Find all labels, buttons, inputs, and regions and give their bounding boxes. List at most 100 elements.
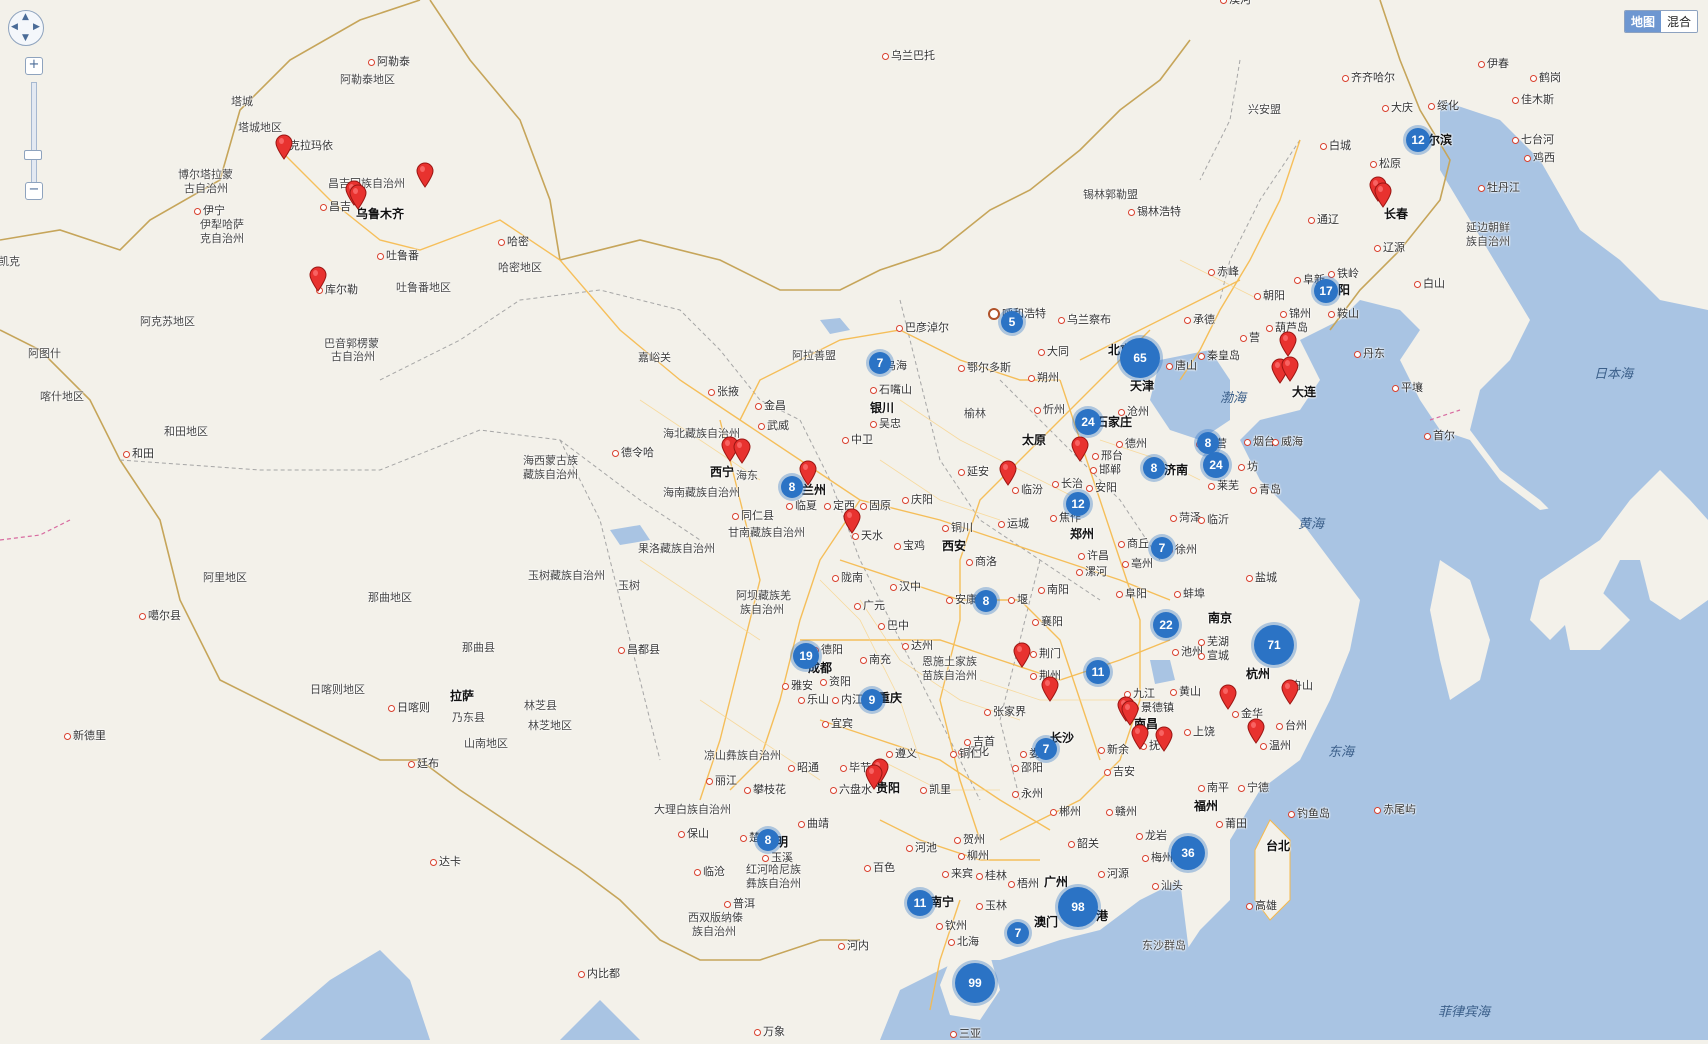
map-type-hybrid-button[interactable]: 混合 [1660, 11, 1697, 32]
location-pin-icon[interactable] [1013, 642, 1031, 668]
location-pin-icon[interactable] [1155, 726, 1173, 752]
marker-cluster[interactable]: 11 [907, 890, 933, 916]
marker-cluster[interactable]: 8 [1143, 457, 1165, 479]
label-fuxin: 阜新 [1294, 274, 1325, 285]
zoom-out-button[interactable]: − [25, 182, 43, 200]
location-pin-icon[interactable] [1374, 182, 1392, 208]
location-pin-icon[interactable] [1281, 679, 1299, 705]
location-pin-icon[interactable] [733, 438, 751, 464]
label-tongren: 铜仁 [950, 748, 981, 759]
label-naidong: 乃东县 [452, 711, 485, 724]
location-pin-icon[interactable] [1281, 356, 1299, 382]
label-yingkou: 营 [1240, 332, 1260, 343]
label-suihua: 绥化 [1428, 100, 1459, 111]
zoom-slider-thumb[interactable] [24, 150, 42, 160]
label-nanping: 南平 [1198, 782, 1229, 793]
marker-cluster[interactable]: 12 [1066, 492, 1090, 516]
label-fuzhou-jx: 抚 [1140, 740, 1160, 751]
location-pin-icon[interactable] [1071, 436, 1089, 462]
location-pin-icon[interactable] [865, 764, 883, 790]
marker-cluster[interactable]: 71 [1254, 625, 1294, 665]
location-pin-icon[interactable] [1219, 684, 1237, 710]
label-jinchang: 金昌 [755, 400, 786, 411]
pan-down-icon[interactable]: ▼ [22, 33, 29, 43]
label-yanan: 延安 [958, 466, 989, 477]
zoom-slider-track[interactable] [31, 82, 37, 184]
location-pin-icon[interactable] [1121, 700, 1139, 726]
location-pin-icon[interactable] [1247, 718, 1265, 744]
marker-cluster[interactable]: 5 [1001, 311, 1023, 333]
label-nanchong: 南充 [860, 654, 891, 665]
label-ganzhou: 赣州 [1106, 806, 1137, 817]
marker-cluster[interactable]: 65 [1120, 338, 1160, 378]
label-tianshui: 天水 [852, 530, 883, 541]
marker-cluster[interactable]: 24 [1203, 452, 1229, 478]
label-lanzhou: 兰州 [802, 483, 827, 497]
label-xuzhou: 徐州 [1166, 544, 1197, 555]
zoom-in-button[interactable]: + [25, 57, 43, 75]
location-pin-icon[interactable] [1041, 676, 1059, 702]
marker-cluster[interactable]: 7 [1151, 537, 1173, 559]
label-gaer: 噶尔县 [139, 610, 181, 621]
label-shangqiu: 商丘 [1118, 538, 1149, 549]
label-yancheng: 盐城 [1246, 572, 1277, 583]
label-shannan: 山南地区 [464, 737, 508, 750]
location-pin-icon[interactable] [1131, 724, 1149, 750]
label-dazhou: 达州 [902, 640, 933, 651]
location-pin-icon[interactable] [799, 460, 817, 486]
marker-cluster[interactable]: 12 [1406, 128, 1430, 152]
label-weifang: 坊 [1238, 461, 1258, 472]
marker-cluster[interactable]: 99 [955, 963, 995, 1003]
label-lijiang: 丽江 [706, 775, 737, 786]
label-xingtai: 邢台 [1092, 450, 1123, 461]
marker-cluster[interactable]: 22 [1153, 612, 1179, 638]
marker-cluster[interactable]: 11 [1086, 660, 1110, 684]
label-yongzhou: 永州 [1012, 788, 1043, 799]
marker-cluster[interactable]: 7 [1007, 922, 1029, 944]
location-pin-icon[interactable] [843, 508, 861, 534]
marker-cluster[interactable]: 7 [1035, 738, 1057, 760]
label-fuzhou: 福州 [1194, 799, 1219, 813]
label-chiweiyu: 赤尾屿 [1374, 804, 1416, 815]
location-pin-icon[interactable] [999, 460, 1017, 486]
pan-left-icon[interactable]: ◀ [11, 22, 18, 32]
marker-cluster[interactable]: 8 [1197, 432, 1219, 454]
location-pin-icon[interactable] [349, 184, 367, 210]
label-deyang: 德阳 [812, 644, 843, 655]
marker-cluster[interactable]: 98 [1058, 887, 1098, 927]
marker-cluster[interactable]: 8 [975, 590, 997, 612]
marker-cluster[interactable]: 24 [1075, 409, 1101, 435]
label-anyang: 安阳 [1086, 482, 1117, 493]
location-pin-icon[interactable] [416, 162, 434, 188]
label-aba: 阿坝藏族羌 [736, 589, 791, 602]
location-pin-icon[interactable] [309, 266, 327, 292]
label-xianggang: 港 [1096, 909, 1109, 923]
marker-cluster[interactable]: 7 [869, 352, 891, 374]
marker-cluster[interactable]: 8 [781, 476, 803, 498]
pan-control[interactable]: ▲ ▼ ◀ ▶ [8, 10, 44, 46]
label-cangzhou: 沧州 [1118, 406, 1149, 417]
pan-up-icon[interactable]: ▲ [22, 12, 29, 22]
label-daka: 达卡 [430, 856, 461, 867]
map-type-map-button[interactable]: 地图 [1624, 11, 1661, 32]
location-pin-icon[interactable] [275, 134, 293, 160]
location-pin-icon[interactable] [1279, 331, 1297, 357]
label-wuhu: 芜湖 [1198, 636, 1229, 647]
marker-cluster[interactable]: 8 [757, 829, 779, 851]
label-baoji: 宝鸡 [894, 540, 925, 551]
marker-cluster[interactable]: 17 [1314, 279, 1338, 303]
label-shenyang: 阳 [1338, 283, 1351, 297]
label-boertala2: 古自治州 [184, 182, 228, 195]
label-kunming: 明 [776, 835, 789, 849]
label-aba2: 族自治州 [740, 603, 784, 616]
pan-right-icon[interactable]: ▶ [33, 22, 40, 32]
label-liaoyuan: 辽源 [1374, 242, 1405, 253]
label-dalian: 大连 [1292, 385, 1317, 399]
marker-cluster[interactable]: 36 [1171, 836, 1205, 870]
marker-cluster[interactable]: 9 [861, 689, 883, 711]
label-changsha: 长沙 [1050, 731, 1075, 745]
label-nanning: 南宁 [930, 895, 955, 909]
location-pin-icon[interactable] [721, 436, 739, 462]
marker-cluster[interactable]: 19 [793, 643, 819, 669]
